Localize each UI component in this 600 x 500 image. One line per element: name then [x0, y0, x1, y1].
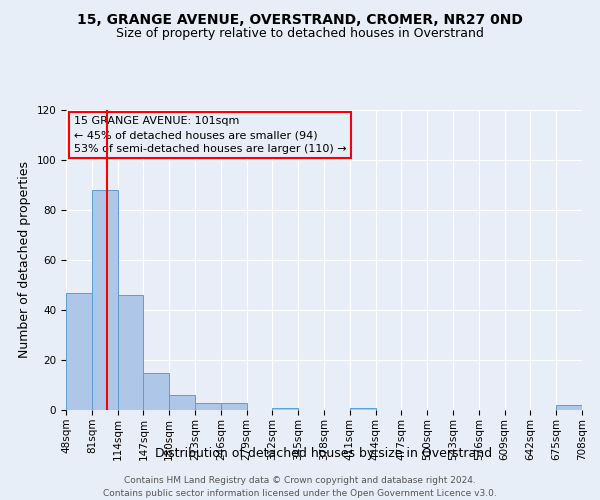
Text: 15, GRANGE AVENUE, OVERSTRAND, CROMER, NR27 0ND: 15, GRANGE AVENUE, OVERSTRAND, CROMER, N… [77, 12, 523, 26]
Text: Contains HM Land Registry data © Crown copyright and database right 2024.: Contains HM Land Registry data © Crown c… [124, 476, 476, 485]
Bar [272, 408, 298, 410]
Text: Size of property relative to detached houses in Overstrand: Size of property relative to detached ho… [116, 28, 484, 40]
Bar [169, 395, 195, 410]
Y-axis label: Number of detached properties: Number of detached properties [18, 162, 31, 358]
Text: Distribution of detached houses by size in Overstrand: Distribution of detached houses by size … [155, 448, 493, 460]
Bar [221, 402, 247, 410]
Bar [195, 402, 221, 410]
Bar [66, 292, 92, 410]
Text: Contains public sector information licensed under the Open Government Licence v3: Contains public sector information licen… [103, 489, 497, 498]
Bar [118, 295, 143, 410]
Bar [143, 372, 169, 410]
Bar [92, 190, 118, 410]
Text: 15 GRANGE AVENUE: 101sqm
← 45% of detached houses are smaller (94)
53% of semi-d: 15 GRANGE AVENUE: 101sqm ← 45% of detach… [74, 116, 346, 154]
Bar [556, 405, 582, 410]
Bar [350, 408, 376, 410]
